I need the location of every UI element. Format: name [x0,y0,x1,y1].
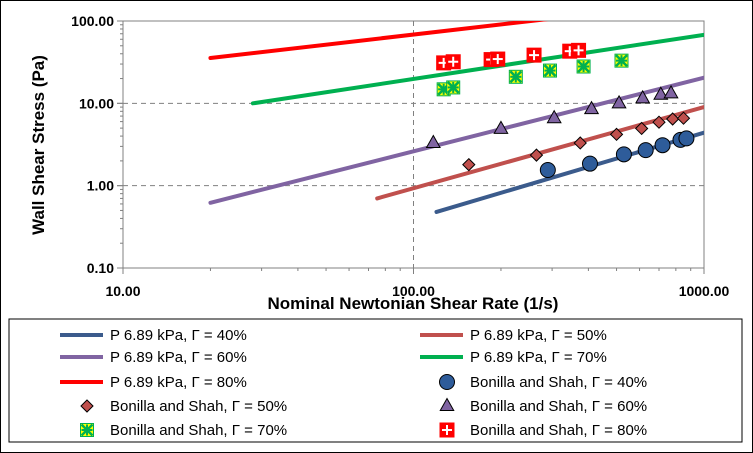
data-point [462,157,476,172]
marker-shape [637,142,654,159]
legend-label: P 6.89 kPa, Γ = 40% [110,327,247,344]
legend-swatch-marker [439,397,455,411]
y-tick-labels: 0.10 1.00 10.00 100.00 [71,13,114,276]
legend-label: P 6.89 kPa, Γ = 80% [110,374,247,391]
data-point [546,109,562,124]
legend-label: Bonilla and Shah, Γ = 80% [470,422,647,439]
marker-shape [583,100,600,115]
data-point [573,136,587,150]
legend-label: Bonilla and Shah, Γ = 60% [470,398,647,415]
legend-swatch-marker [80,399,94,413]
marker-shape [611,94,627,109]
x-tick-labels: 10.00 100.00 1000.00 [105,283,729,299]
marker-shape [635,89,651,104]
y-tick-label: 100.00 [71,13,114,29]
data-point [611,94,627,109]
legend-label: Bonilla and Shah, Γ = 40% [470,374,647,391]
marker-shape [493,120,509,134]
axes [117,20,705,274]
data-point [609,127,624,142]
marker-shape [462,157,476,172]
y-axis-title: Wall Shear Stress (Pa) [29,55,48,235]
y-tick-label: 1.00 [87,178,114,194]
marker-shape [653,86,669,100]
data-point [539,161,556,178]
marker-shape [539,161,556,178]
marker-shape [678,130,695,147]
marker-shape [609,127,624,142]
legend-swatch-marker [80,423,94,437]
marker-shape [573,136,587,150]
marker-shape [663,84,679,99]
data-point [583,100,600,115]
fit-lines [208,21,704,214]
data-point [676,111,691,125]
fit-line [250,32,704,106]
data-point [652,115,666,129]
fit-line [208,21,549,61]
legend-swatch-marker [439,374,455,390]
x-tick-label: 100.00 [392,283,435,299]
marker-shape [425,134,441,148]
data-point [446,80,461,95]
data-point [445,54,461,70]
data-point [637,142,654,159]
data-point [581,155,598,172]
marker-shape [529,148,544,162]
data-point [653,86,669,100]
data-point [615,146,632,163]
x-axis-title: Nominal Newtonian Shear Rate (1/s) [268,294,559,313]
legend: P 6.89 kPa, Γ = 40% P 6.89 kPa, Γ = 50% P … [8,318,743,443]
legend-label: P 6.89 kPa, Γ = 50% [470,327,607,344]
legend-label: Bonilla and Shah, Γ = 50% [110,398,287,415]
data-point [493,120,509,134]
marker-shape [615,146,632,163]
data-point [508,69,523,84]
legend-label: Bonilla and Shah, Γ = 70% [110,422,287,439]
marker-shape [546,109,562,124]
y-tick-label: 10.00 [79,95,114,111]
data-point [529,148,544,162]
data-point [425,134,441,148]
data-point [665,112,680,126]
marker-shape [581,155,598,172]
y-tick-label: 0.10 [87,260,114,276]
data-markers [425,42,695,178]
legend-label: P 6.89 kPa, Γ = 70% [470,349,607,366]
x-tick-label: 10.00 [105,283,140,299]
marker-shape [634,121,649,136]
legend-box [8,318,743,443]
marker-shape [676,111,691,125]
marker-shape [665,112,680,126]
marker-shape [652,115,666,129]
fit-line [208,75,704,205]
marker-shape [439,397,455,411]
legend-label: P 6.89 kPa, Γ = 60% [110,349,247,366]
marker-shape [439,374,455,390]
marker-shape [80,399,94,413]
data-point [571,42,587,58]
data-point [526,47,542,63]
marker-shape [654,137,671,154]
data-point [490,51,506,67]
data-point [542,63,557,78]
data-point [576,59,591,74]
data-point [663,84,679,99]
data-point [654,137,671,154]
data-point [678,130,695,147]
legend-swatch-marker [439,422,455,438]
data-point [634,121,649,136]
grid-lines [123,21,704,268]
x-tick-label: 1000.00 [679,283,730,299]
data-point [635,89,651,104]
data-point [614,53,629,68]
